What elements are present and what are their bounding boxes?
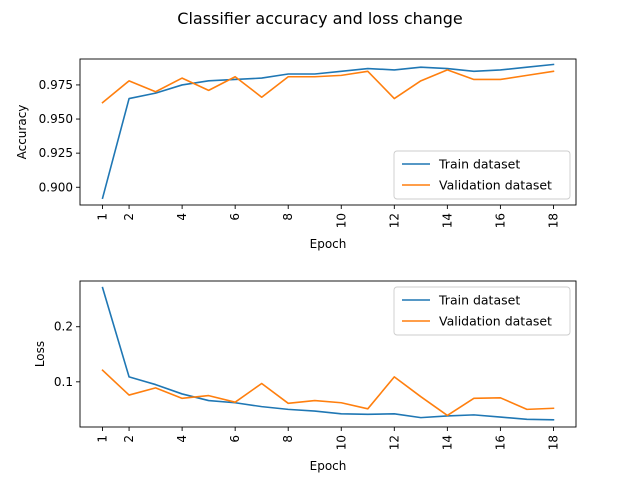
- x-tick-label: 16: [493, 435, 507, 450]
- x-tick-label: 14: [440, 435, 454, 450]
- x-tick-label: 4: [175, 213, 189, 221]
- x-tick-label: 4: [175, 435, 189, 443]
- x-tick-label: 18: [546, 435, 560, 450]
- x-tick-label: 6: [228, 213, 242, 221]
- x-tick-label: 10: [334, 435, 348, 450]
- x-tick-label: 16: [493, 213, 507, 228]
- x-tick-label: 6: [228, 435, 242, 443]
- y-tick-label: 0.975: [39, 78, 73, 92]
- series-line-validation: [101, 69, 555, 104]
- x-tick-label: 2: [122, 213, 136, 221]
- x-axis-label: Epoch: [310, 459, 347, 473]
- plot-area-frame: [79, 280, 577, 428]
- y-tick-label: 0.925: [39, 146, 73, 160]
- series-line-train: [101, 63, 555, 200]
- legend-frame: [393, 150, 571, 200]
- x-tick-label: 1: [96, 213, 110, 221]
- figure-title: Classifier accuracy and loss change: [177, 9, 462, 28]
- y-tick-label: 0.1: [54, 375, 73, 389]
- x-tick-label: 10: [334, 213, 348, 228]
- y-tick-label: 0.2: [54, 320, 73, 334]
- legend: Train dataset Validation dataset: [393, 286, 571, 336]
- x-tick-label: 2: [122, 435, 136, 443]
- series-line-validation: [101, 369, 555, 417]
- y-axis-label: Loss: [33, 341, 47, 367]
- x-tick-label: 14: [440, 213, 454, 228]
- y-axis-label: Accuracy: [15, 105, 29, 160]
- series-line-train: [101, 286, 555, 421]
- chart-accuracy: 1 2 4 6 8 10 12 14 16 180.9000.9250.9500.975Epoch…: [15, 58, 577, 251]
- legend-frame: [393, 286, 571, 336]
- legend-label-train: Train dataset: [438, 293, 520, 308]
- x-tick-label: 18: [546, 213, 560, 228]
- x-tick-label: 12: [387, 213, 401, 228]
- x-axis-label: Epoch: [310, 237, 347, 251]
- legend-label-validation: Validation dataset: [439, 314, 552, 329]
- x-tick-label: 12: [387, 435, 401, 450]
- legend: Train dataset Validation dataset: [393, 150, 571, 200]
- legend-label-validation: Validation dataset: [439, 178, 552, 193]
- plot-area-frame: [79, 58, 577, 206]
- y-tick-label: 0.900: [39, 180, 73, 194]
- x-tick-label: 8: [281, 213, 295, 221]
- y-tick-label: 0.950: [39, 112, 73, 126]
- charts-layer: 1 2 4 6 8 10 12 14 16 180.9000.9250.9500.975Epoch…: [15, 58, 577, 473]
- x-tick-label: 1: [96, 435, 110, 443]
- legend-label-train: Train dataset: [438, 157, 520, 172]
- x-tick-label: 8: [281, 435, 295, 443]
